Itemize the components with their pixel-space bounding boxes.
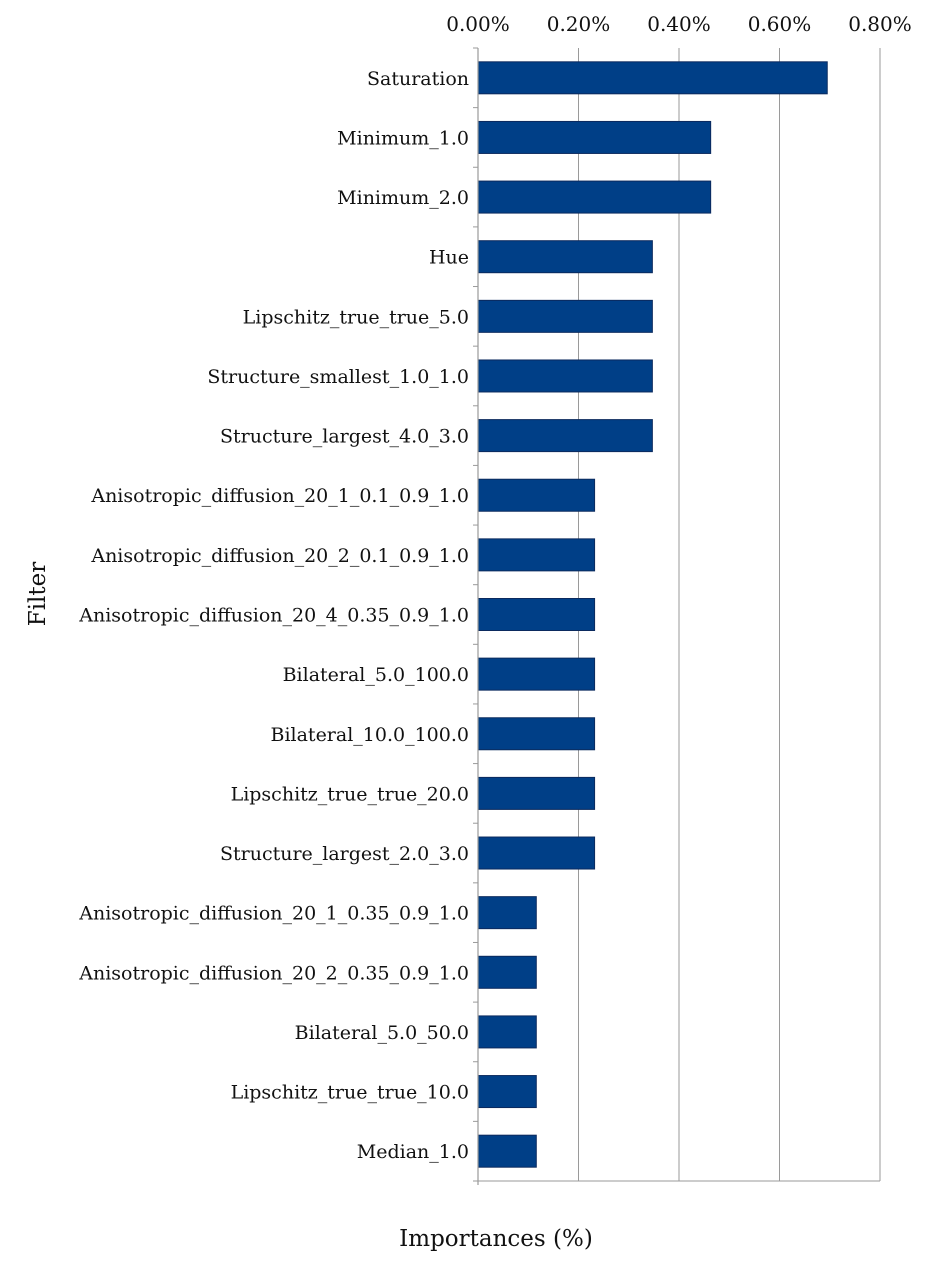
bar: [477, 598, 596, 631]
y-tick-label: Anisotropic_diffusion_20_1_0.1_0.9_1.0: [90, 485, 469, 507]
x-tick-label: 0.20%: [547, 12, 611, 36]
y-tick-label: Structure_smallest_1.0_1.0: [207, 366, 469, 388]
y-tick-label: Lipschitz_true_true_5.0: [243, 306, 469, 328]
bar: [477, 955, 537, 989]
axes: [473, 47, 880, 1185]
y-tick-label: Structure_largest_2.0_3.0: [220, 843, 469, 865]
bar: [477, 299, 653, 333]
bar: [477, 717, 596, 751]
y-tick-label: Median_1.0: [357, 1141, 469, 1163]
bar: [477, 240, 653, 274]
x-axis-title: Importances (%): [399, 1226, 593, 1252]
bar: [477, 1075, 537, 1109]
bar: [477, 776, 596, 810]
bar: [477, 538, 596, 572]
y-tick-label: Saturation: [367, 68, 469, 90]
bar: [477, 657, 596, 691]
y-tick-label: Bilateral_10.0_100.0: [270, 724, 469, 746]
bar: [477, 1015, 537, 1049]
y-tick-label: Lipschitz_true_true_10.0: [231, 1082, 469, 1104]
bar: [477, 478, 596, 512]
y-tick-label: Anisotropic_diffusion_20_4_0.35_0.9_1.0: [78, 605, 469, 627]
y-tick-label: Anisotropic_diffusion_20_2_0.1_0.9_1.0: [90, 545, 469, 567]
y-tick-label: Bilateral_5.0_50.0: [295, 1022, 469, 1044]
bar: [477, 419, 653, 453]
y-tick-label: Lipschitz_true_true_20.0: [231, 783, 469, 805]
y-tick-label: Minimum_2.0: [337, 187, 469, 209]
bar: [477, 180, 712, 214]
bar: [477, 1134, 537, 1168]
labels: 0.00% 0.20% 0.40% 0.60% 0.80% Saturation Minim…: [78, 12, 912, 1163]
y-axis-title: Filter: [25, 562, 51, 627]
x-tick-label: 0.60%: [748, 12, 812, 36]
x-tick-label: 0.40%: [647, 12, 711, 36]
bar: [477, 359, 653, 393]
bar: [477, 836, 596, 870]
y-tick-label: Structure_largest_4.0_3.0: [220, 426, 469, 448]
gridlines: [578, 48, 881, 1181]
bar: [477, 61, 828, 95]
bars: [477, 61, 828, 1168]
y-tick-label: Bilateral_5.0_100.0: [283, 664, 469, 686]
bar: [477, 120, 712, 154]
bar: [477, 896, 537, 930]
x-tick-label: 0.00%: [446, 12, 510, 36]
y-tick-label: Minimum_1.0: [337, 127, 469, 149]
y-tick-label: Anisotropic_diffusion_20_2_0.35_0.9_1.0: [78, 962, 469, 984]
y-tick-label: Anisotropic_diffusion_20_1_0.35_0.9_1.0: [78, 903, 469, 925]
y-tick-label: Hue: [429, 247, 469, 269]
x-tick-label: 0.80%: [848, 12, 912, 36]
